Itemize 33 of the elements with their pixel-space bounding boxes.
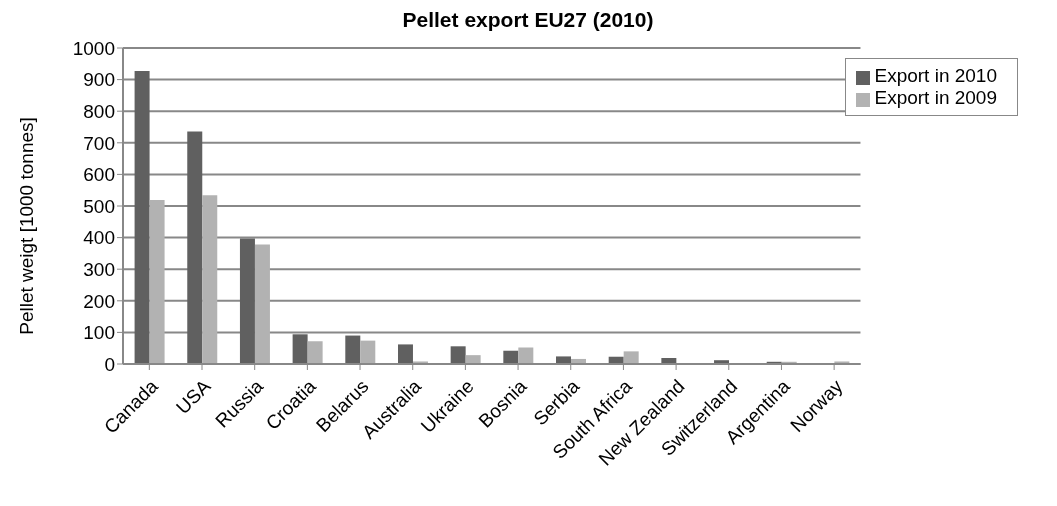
bar [292, 334, 308, 364]
y-tick-label: 500 [83, 195, 115, 217]
legend-label: Export in 2009 [874, 87, 997, 108]
y-axis-title: Pellet weigt [1000 tonnes] [15, 117, 37, 335]
bar [623, 351, 639, 364]
bar [518, 347, 534, 364]
legend-label: Export in 2010 [874, 65, 997, 86]
y-tick-label: 700 [83, 132, 115, 154]
y-tick-label: 600 [83, 164, 115, 186]
bar [254, 244, 270, 364]
bar [307, 341, 323, 364]
bar [345, 335, 361, 364]
bar [397, 344, 413, 364]
bar [239, 238, 255, 364]
bar [134, 71, 150, 364]
chart-title: Pellet export EU27 (2010) [401, 8, 655, 33]
bar [465, 355, 481, 364]
bar [556, 356, 571, 364]
bar [202, 195, 218, 364]
y-tick-label: 800 [83, 100, 115, 122]
y-tick-label: 200 [83, 290, 115, 312]
bar [187, 131, 203, 364]
y-tick-label: 300 [83, 258, 115, 280]
y-tick-label: 900 [83, 69, 115, 91]
y-tick-label: 400 [83, 227, 115, 249]
bar [503, 350, 519, 364]
bar [149, 200, 165, 364]
y-tick-label: 0 [104, 353, 115, 375]
y-tick-label: 100 [83, 322, 115, 344]
bar [450, 346, 466, 364]
x-tick-label: USA [171, 375, 215, 419]
y-tick-label: 1000 [72, 37, 115, 59]
bar [360, 340, 376, 364]
